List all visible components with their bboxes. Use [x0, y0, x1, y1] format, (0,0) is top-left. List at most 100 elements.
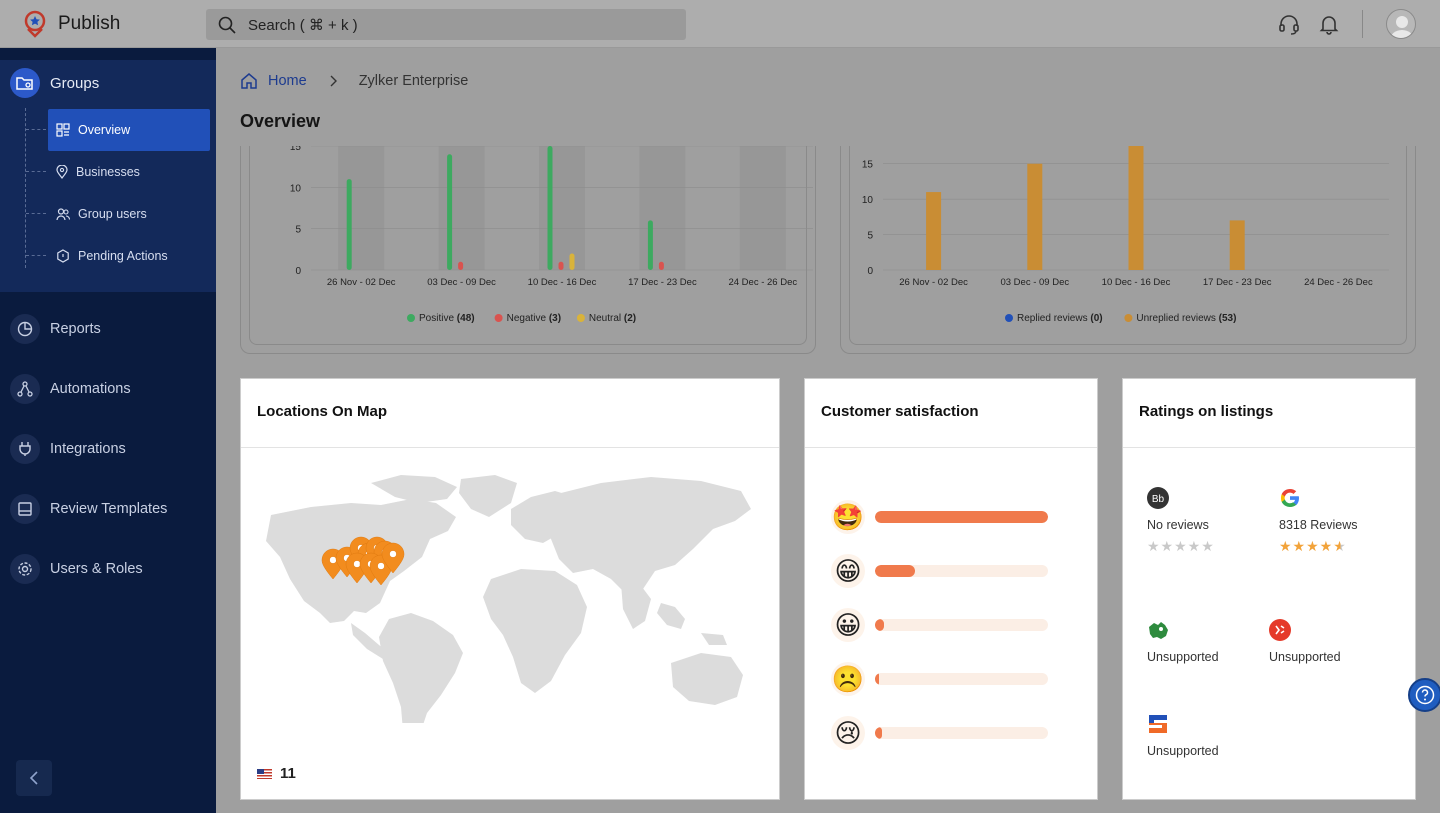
sidebar-item-label: Overview — [78, 123, 131, 137]
listing-red-badge[interactable]: Unsupported — [1269, 619, 1341, 664]
x-tick-label: 10 Dec - 16 Dec — [528, 277, 597, 288]
frowning-icon: ☹️ — [831, 662, 865, 696]
category-band — [438, 146, 485, 270]
x-tick-label: 03 Dec - 09 Dec — [1000, 277, 1069, 288]
legend-swatch — [1005, 314, 1013, 322]
sidebar-item-integrations[interactable]: Integrations — [10, 434, 126, 464]
satisfaction-bar[interactable] — [875, 727, 1048, 739]
reply-chart-card: 0 5 10 15 26 Nov - 02 Dec 03 Dec - 09 Dec 10 D… — [840, 146, 1416, 354]
y-tick-label: 15 — [290, 146, 302, 153]
satisfaction-bar-fill — [875, 673, 879, 685]
sidebar-item-review-templates[interactable]: Review Templates — [10, 494, 167, 524]
search-icon — [218, 16, 236, 34]
bar-positive[interactable] — [346, 179, 352, 270]
y-tick-label: 5 — [295, 225, 301, 236]
x-tick-label: 26 Nov - 02 Dec — [327, 277, 396, 288]
bar-positive[interactable] — [647, 220, 653, 270]
question-icon — [1415, 685, 1435, 705]
listing-s-logo[interactable]: Unsupported — [1147, 713, 1219, 758]
sidebar-item-label: Businesses — [76, 165, 140, 179]
location-pins[interactable] — [321, 536, 405, 586]
sidebar-item-users-roles[interactable]: Users & Roles — [10, 554, 143, 584]
legend-swatch — [407, 314, 415, 322]
home-icon[interactable] — [240, 72, 258, 90]
collapse-sidebar-button[interactable] — [16, 760, 52, 796]
listing-australia[interactable]: Unsupported — [1147, 619, 1219, 664]
bar-unreplied-reviews[interactable] — [1128, 146, 1144, 270]
map-pin-icon[interactable] — [381, 542, 405, 574]
avatar[interactable] — [1386, 9, 1416, 39]
breadcrumb-home-link[interactable]: Home — [268, 73, 307, 89]
sidebar: Groups Overview Businesses Group users P… — [0, 48, 216, 813]
sidebar-item-reports[interactable]: Reports — [10, 314, 101, 344]
legend-swatch — [576, 314, 585, 322]
category-band — [539, 146, 585, 270]
publish-logo-icon — [24, 10, 46, 38]
sidebar-item-label: Review Templates — [50, 501, 168, 517]
bar-unreplied-reviews[interactable] — [1027, 163, 1043, 270]
sidebar-item-businesses[interactable]: Businesses — [26, 151, 210, 193]
satisfaction-bar[interactable] — [875, 673, 1048, 685]
bar-unreplied-reviews[interactable] — [1229, 220, 1245, 270]
search-input[interactable]: Search ( ⌘ + k ) — [206, 9, 686, 40]
sidebar-item-overview[interactable]: Overview — [26, 109, 210, 151]
plug-icon — [10, 434, 40, 464]
top-bar: Publish Search ( ⌘ + k ) — [0, 0, 1440, 48]
category-band — [639, 146, 686, 270]
y-tick-label: 10 — [862, 195, 874, 206]
bar-positive[interactable] — [547, 146, 553, 270]
sidebar-item-label: Group users — [78, 207, 147, 221]
y-tick-label: 0 — [295, 266, 301, 277]
bar-unreplied-reviews[interactable] — [926, 192, 942, 270]
page-title: Overview — [240, 111, 321, 131]
brand[interactable]: Publish — [22, 10, 120, 38]
groups-panel: Groups Overview Businesses Group users P… — [0, 60, 216, 292]
bar-negative[interactable] — [458, 261, 464, 270]
help-button[interactable] — [1408, 678, 1440, 712]
satisfaction-card: Customer satisfaction 🤩 😁 😀 ☹️ 😢 — [804, 378, 1098, 800]
satisfaction-bar[interactable] — [875, 619, 1048, 631]
bell-icon[interactable] — [1318, 13, 1340, 35]
satisfaction-bar[interactable] — [875, 511, 1048, 523]
y-tick-label: 0 — [867, 266, 873, 277]
legend-entry[interactable]: Neutral (2) — [589, 313, 636, 324]
legend-entry[interactable]: Negative (3) — [507, 313, 561, 324]
legend-entry[interactable]: Replied reviews (0) — [1017, 313, 1103, 324]
legend-entry[interactable]: Positive (48) — [419, 313, 475, 324]
x-tick-label: 17 Dec - 23 Dec — [628, 277, 697, 288]
gear-icon — [10, 554, 40, 584]
chevron-right-icon — [330, 75, 337, 87]
x-tick-label: 10 Dec - 16 Dec — [1102, 277, 1171, 288]
sidebar-item-groups[interactable]: Groups — [10, 68, 99, 98]
y-tick-label: 15 — [862, 160, 874, 171]
sidebar-item-pending-actions[interactable]: Pending Actions — [26, 235, 210, 277]
world-map[interactable] — [261, 473, 761, 723]
listing-google[interactable]: 8318 Reviews ★★★★★ — [1279, 487, 1358, 555]
bb-icon: Bb — [1147, 487, 1169, 509]
x-tick-label: 24 Dec - 26 Dec — [728, 277, 797, 288]
sidebar-item-group-users[interactable]: Group users — [26, 193, 210, 235]
bar-neutral[interactable] — [569, 253, 575, 270]
satisfaction-row: ☹️ — [831, 661, 1051, 697]
satisfaction-row: 😢 — [831, 715, 1051, 751]
main-content: Home Zylker Enterprise Overview 0 5 10 15 26… — [216, 48, 1440, 813]
legend-entry[interactable]: Unreplied reviews (53) — [1136, 313, 1236, 324]
sidebar-item-automations[interactable]: Automations — [10, 374, 131, 404]
pie-chart-icon — [10, 314, 40, 344]
bar-positive[interactable] — [447, 154, 453, 270]
listing-bb[interactable]: Bb No reviews ★★★★★ — [1147, 487, 1215, 555]
category-band — [338, 146, 385, 270]
headset-icon[interactable] — [1278, 13, 1300, 35]
flow-icon — [10, 374, 40, 404]
satisfaction-bar[interactable] — [875, 565, 1048, 577]
bar-negative[interactable] — [558, 261, 564, 270]
breadcrumb-current: Zylker Enterprise — [358, 73, 469, 89]
bar-negative[interactable] — [658, 261, 664, 270]
svg-text:Bb: Bb — [1152, 494, 1165, 505]
satisfaction-title: Customer satisfaction — [821, 403, 979, 420]
satisfaction-bar-fill — [875, 619, 884, 631]
listing-label: 8318 Reviews — [1279, 518, 1358, 532]
sidebar-item-label: Reports — [50, 321, 101, 337]
satisfaction-bar-fill — [875, 727, 882, 739]
tree-line — [25, 108, 26, 268]
